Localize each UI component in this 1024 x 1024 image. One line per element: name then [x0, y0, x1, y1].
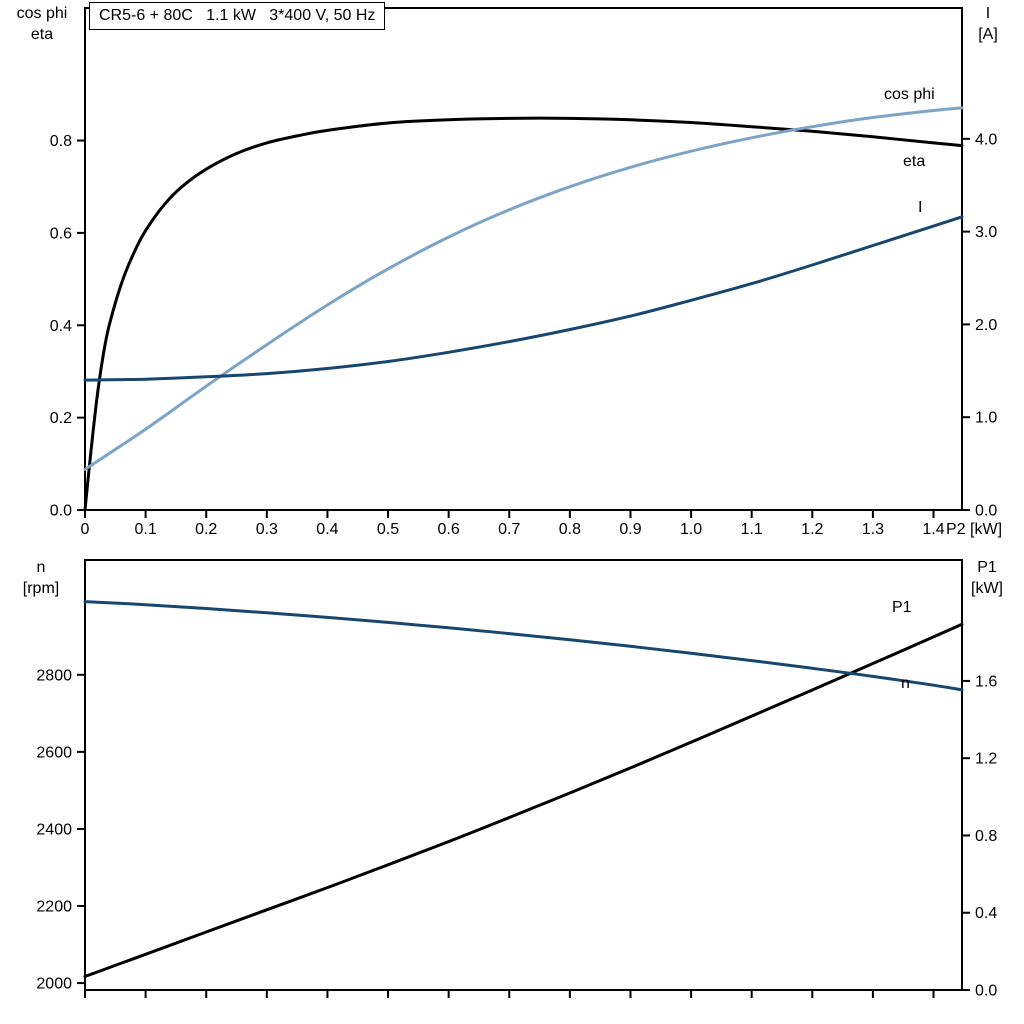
series-eta — [83, 116, 964, 512]
x-axis-tick-label: 0 — [81, 521, 90, 538]
chart2-right-axis-name: P1 [kW] — [956, 557, 1018, 599]
chart-title-box: CR5-6 + 80C 1.1 kW 3*400 V, 50 Hz — [89, 2, 386, 30]
right-axis-tick-label: 1.0 — [975, 410, 997, 427]
right-axis-name-line2: [kW] — [971, 580, 1003, 597]
left-axis-name-line1: cos phi — [16, 5, 68, 22]
curve-label-eta: eta — [903, 153, 925, 170]
left-axis-name-line2: [rpm] — [22, 580, 60, 597]
series-n — [83, 600, 964, 692]
x-axis-tick-label: 0.4 — [316, 521, 338, 538]
right-axis-name-line1: I — [985, 5, 991, 22]
x-axis-tick-label: 0.2 — [195, 521, 217, 538]
left-axis-tick-label: 0.2 — [50, 410, 72, 427]
left-axis-tick-label: 0.8 — [50, 133, 72, 150]
right-axis-tick-label: 0.0 — [975, 503, 997, 520]
right-axis-tick-label: 0.4 — [975, 905, 997, 922]
chart1-left-axis-name: cos phi eta — [4, 3, 80, 45]
left-axis-tick-label: 0.0 — [50, 503, 72, 520]
left-axis-tick-label: 0.6 — [50, 225, 72, 242]
x-axis-tick-label: 0.7 — [498, 521, 520, 538]
left-axis-tick-label: 2200 — [36, 899, 72, 916]
right-axis-tick-label: 2.0 — [975, 317, 997, 334]
curve-label-n: n — [901, 675, 910, 692]
curve-label-i: I — [918, 199, 922, 216]
left-axis-tick-label: 0.4 — [50, 318, 72, 335]
series-i — [83, 215, 964, 382]
x-axis-tick-label: 1.0 — [680, 521, 702, 538]
right-axis-name-line1: P1 — [977, 559, 997, 576]
x-axis-tick-label: 0.5 — [377, 521, 399, 538]
right-axis-tick-label: 4.0 — [975, 131, 997, 148]
left-axis-tick-label: 2400 — [36, 821, 72, 838]
x-axis-tick-label: 0.1 — [134, 521, 156, 538]
plot-frame — [84, 7, 963, 511]
left-axis-name-line1: n — [36, 559, 46, 576]
right-axis-tick-label: 1.2 — [975, 751, 997, 768]
right-axis-name-line2: [A] — [978, 26, 998, 43]
x-axis-tick-label: 1.2 — [801, 521, 823, 538]
curve-label-p1: P1 — [892, 599, 912, 616]
x-axis-tick-label: 0.8 — [559, 521, 581, 538]
right-axis-tick-label: 1.6 — [975, 673, 997, 690]
x-axis-tick-label: 1.4 — [922, 521, 944, 538]
series-p1 — [83, 622, 964, 978]
x-axis-unit-label: P2 [kW] — [946, 521, 1002, 538]
chart1-right-axis-name: I [A] — [964, 3, 1012, 45]
left-axis-tick-label: 2000 — [36, 976, 72, 993]
series-cos-phi — [83, 106, 964, 471]
x-axis-tick-label: 0.3 — [256, 521, 278, 538]
plot-frame — [84, 559, 963, 991]
x-axis-tick-label: 0.6 — [438, 521, 460, 538]
left-axis-name-line2: eta — [30, 26, 54, 43]
left-axis-tick-label: 2600 — [36, 744, 72, 761]
x-axis-tick-label: 0.9 — [619, 521, 641, 538]
chart2-left-axis-name: n [rpm] — [6, 557, 76, 599]
right-axis-tick-label: 3.0 — [975, 224, 997, 241]
left-axis-tick-label: 2800 — [36, 667, 72, 684]
x-axis-tick-label: 1.1 — [741, 521, 763, 538]
curve-label-cos-phi: cos phi — [884, 86, 935, 103]
x-axis-tick-label: 1.3 — [862, 521, 884, 538]
right-axis-tick-label: 0.8 — [975, 828, 997, 845]
right-axis-tick-label: 0.0 — [975, 983, 997, 1000]
